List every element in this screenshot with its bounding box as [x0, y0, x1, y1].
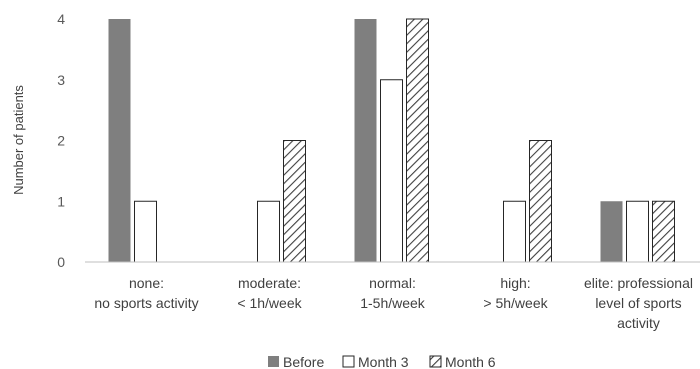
y-axis-label: Number of patients [11, 85, 26, 195]
bar-month-3 [626, 200, 649, 263]
legend-swatch-month-6 [429, 355, 442, 368]
y-tick-label: 0 [57, 254, 65, 270]
legend-label: Month 6 [445, 354, 496, 369]
y-tick-label: 3 [57, 72, 65, 88]
bar-month-3 [380, 79, 403, 263]
y-axis-ticks: 0 1 2 3 4 [57, 11, 65, 270]
legend: Before Month 3 Month 6 [268, 354, 496, 369]
bars [108, 18, 675, 263]
legend-label: Before [283, 354, 324, 369]
x-category-label: level of sports [595, 295, 681, 311]
x-category-label: > 5h/week [483, 295, 548, 311]
x-category-label: < 1h/week [237, 295, 302, 311]
bar-month-6 [283, 140, 306, 263]
bar-month-3 [503, 200, 526, 263]
bar-month-6 [406, 18, 429, 263]
x-axis-categories: none: no sports activity moderate: < 1h/wee… [94, 275, 693, 331]
x-category-label: moderate: [238, 275, 301, 291]
y-tick-label: 4 [57, 11, 65, 27]
x-category-label: none: [129, 275, 164, 291]
bar-month-6 [529, 140, 552, 263]
y-tick-label: 2 [57, 133, 65, 149]
x-category-label: elite: professional [584, 275, 693, 291]
x-category-label: 1-5h/week [360, 295, 426, 311]
bar-month-3 [257, 200, 280, 263]
x-category-label: activity [617, 315, 660, 331]
bar-before [354, 19, 377, 262]
bar-before [108, 19, 131, 262]
x-category-label: no sports activity [94, 295, 198, 311]
x-category-label: high: [500, 275, 530, 291]
legend-swatch-month-3 [342, 355, 355, 368]
bar-month-3 [134, 200, 157, 263]
legend-swatch-before [268, 356, 279, 367]
x-category-label: normal: [369, 275, 416, 291]
legend-label: Month 3 [358, 354, 409, 369]
y-tick-label: 1 [57, 193, 65, 209]
bar-month-6 [652, 200, 675, 263]
bar-before [600, 201, 623, 262]
